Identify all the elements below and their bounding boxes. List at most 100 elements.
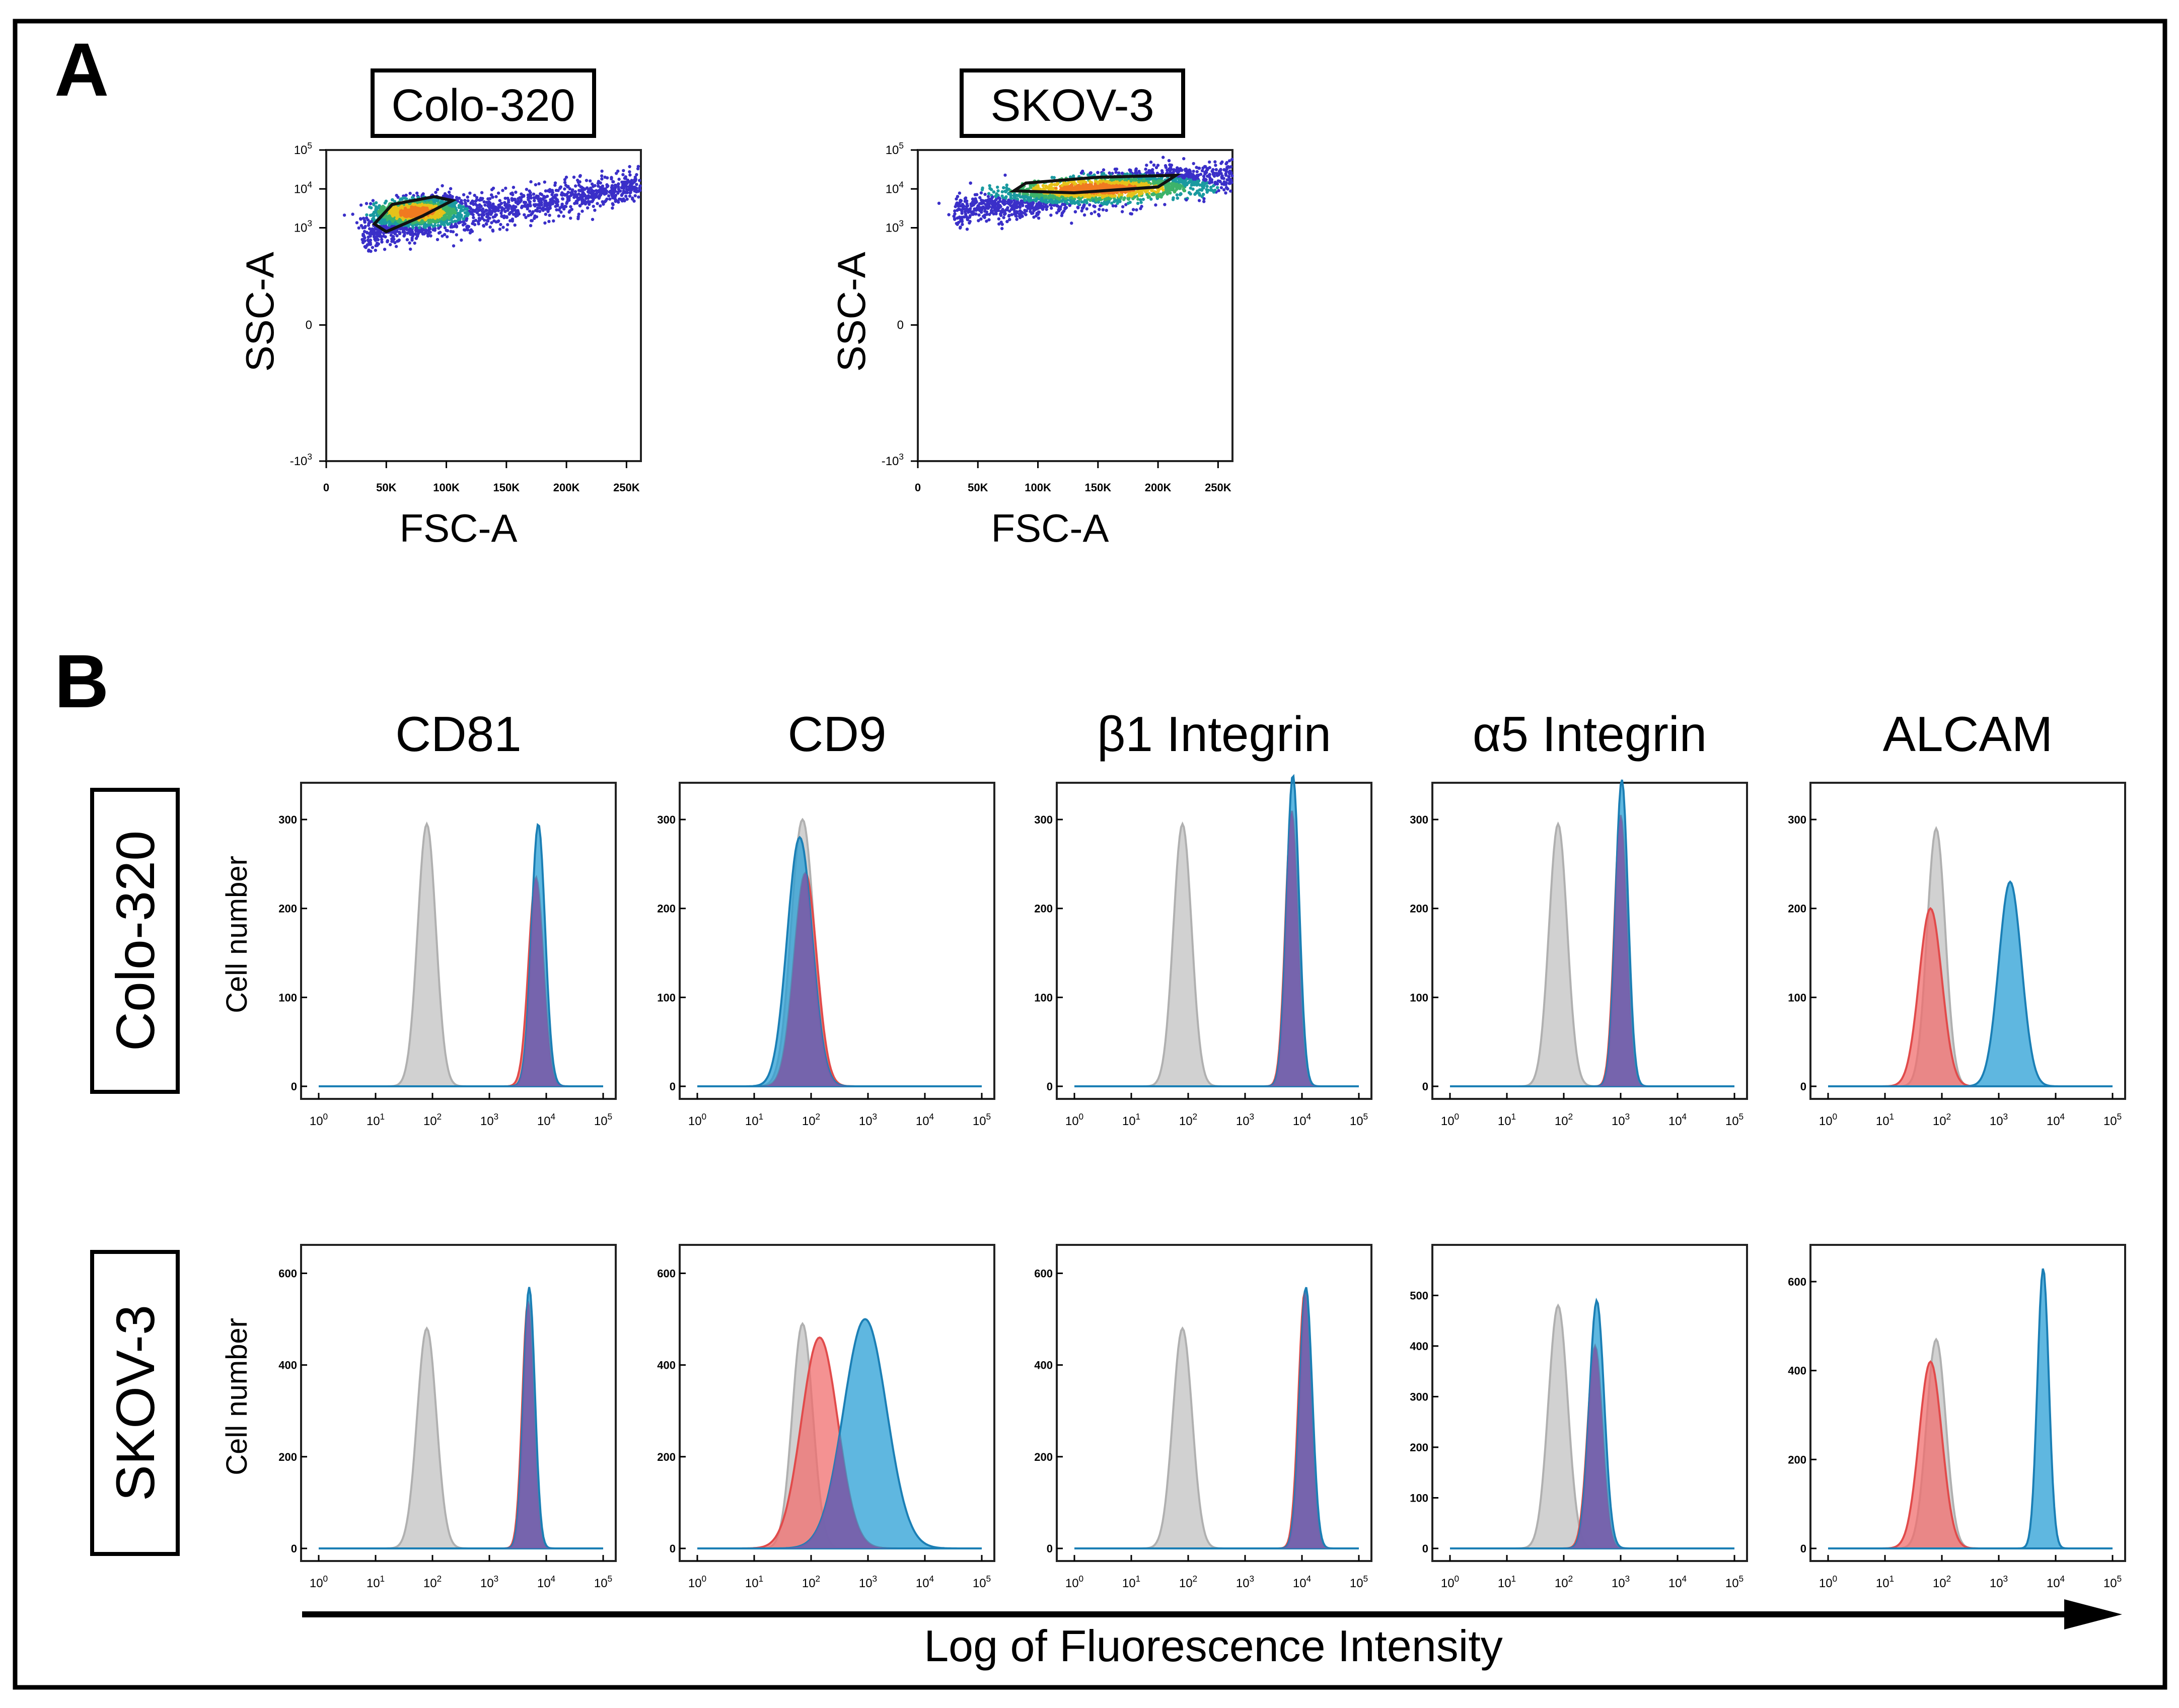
scatter-point [601,200,604,203]
scatter-point [1120,190,1124,194]
scatter-point [539,192,542,196]
scatter-point [502,216,506,219]
scatter-point [1010,213,1013,216]
scatter-point [1073,210,1077,213]
scatter-point [1029,186,1032,189]
scatter-point [620,199,624,203]
scatter-point [454,222,457,226]
scatter-point [1115,184,1118,188]
scatter-point [1197,167,1201,170]
scatter-point [374,249,377,252]
scatter-point [429,200,433,204]
scatter-point [512,186,516,189]
scatter-point [626,188,630,192]
scatter-point [1182,157,1186,161]
scatter-point [567,210,571,214]
scatter-point [597,196,601,200]
scatter-point [528,202,532,206]
scatter-point [468,191,472,195]
scatter-point [578,204,582,208]
scatter-point [505,215,509,219]
x-tick-label: 50K [376,481,396,494]
scatter-point [620,193,624,196]
scatter-point [1154,203,1157,207]
scatter-point [420,228,424,231]
scatter-point [488,197,492,200]
scatter-point [1184,182,1187,186]
scatter-point [529,180,533,184]
scatter-point [1057,209,1061,212]
scatter-point [621,173,625,177]
scatter-point [1124,203,1128,206]
scatter-point [408,241,411,245]
x-tick-label: 100K [433,481,460,494]
scatter-point [409,247,412,251]
scatter-point [957,207,960,211]
scatter-point [564,183,568,187]
scatter-point [506,196,510,200]
scatter-point [500,214,503,218]
scatter-point [368,205,372,209]
scatter-point [380,238,384,241]
scatter-point [392,235,395,239]
scatter-point [1206,188,1210,192]
scatter-point [632,180,636,184]
scatter-point [1189,186,1192,190]
scatter-point [556,189,560,192]
scatter-point [1044,186,1048,189]
scatter-point [554,201,558,205]
scatter-point [452,207,456,211]
scatter-point [1002,216,1005,219]
scatter-title: SKOV-3 [990,81,1154,131]
scatter-point [628,173,632,177]
scatter-point [485,200,488,204]
scatter-point [1155,172,1159,175]
scatter-point [517,199,520,203]
scatter-point [610,176,613,179]
scatter-point [1213,160,1217,164]
scatter-point [448,193,452,197]
scatter-point [364,225,367,228]
scatter-point [600,169,604,173]
scatter-point [445,235,449,239]
scatter-point [452,215,455,219]
scatter-point [403,213,407,217]
scatter-point [569,205,572,208]
scatter-point [399,210,402,214]
scatter-point [628,170,631,174]
scatter-point [584,194,588,198]
scatter-point [593,184,597,187]
scatter-point [446,212,449,215]
scatter-point [407,231,411,234]
scatter-point [437,224,440,228]
scatter-point [506,223,510,227]
scatter-point [417,226,421,230]
scatter-point [394,213,397,216]
scatter-point [991,195,994,199]
scatter-point [979,201,983,205]
scatter-point [1214,168,1218,172]
scatter-point [471,213,475,216]
scatter-point [475,198,479,202]
scatter-point [597,180,601,183]
panel-label-a: A [54,27,109,112]
scatter-point [1120,210,1124,213]
scatter-point [1097,212,1101,216]
scatter-point [363,220,367,224]
scatter-point [625,197,629,201]
scatter-point [441,184,444,188]
scatter-point [1144,167,1147,171]
scatter-point [991,204,995,208]
scatter-point [628,194,632,198]
scatter-point [481,210,484,213]
scatter-point [497,219,500,223]
scatter-point [577,183,581,187]
scatter-point [511,198,514,202]
scatter-point [431,205,435,209]
scatter-point [414,226,418,230]
scatter-point [1179,177,1182,181]
scatter-point [1007,192,1010,195]
scatter-point [614,184,618,187]
scatter-point [534,183,538,187]
